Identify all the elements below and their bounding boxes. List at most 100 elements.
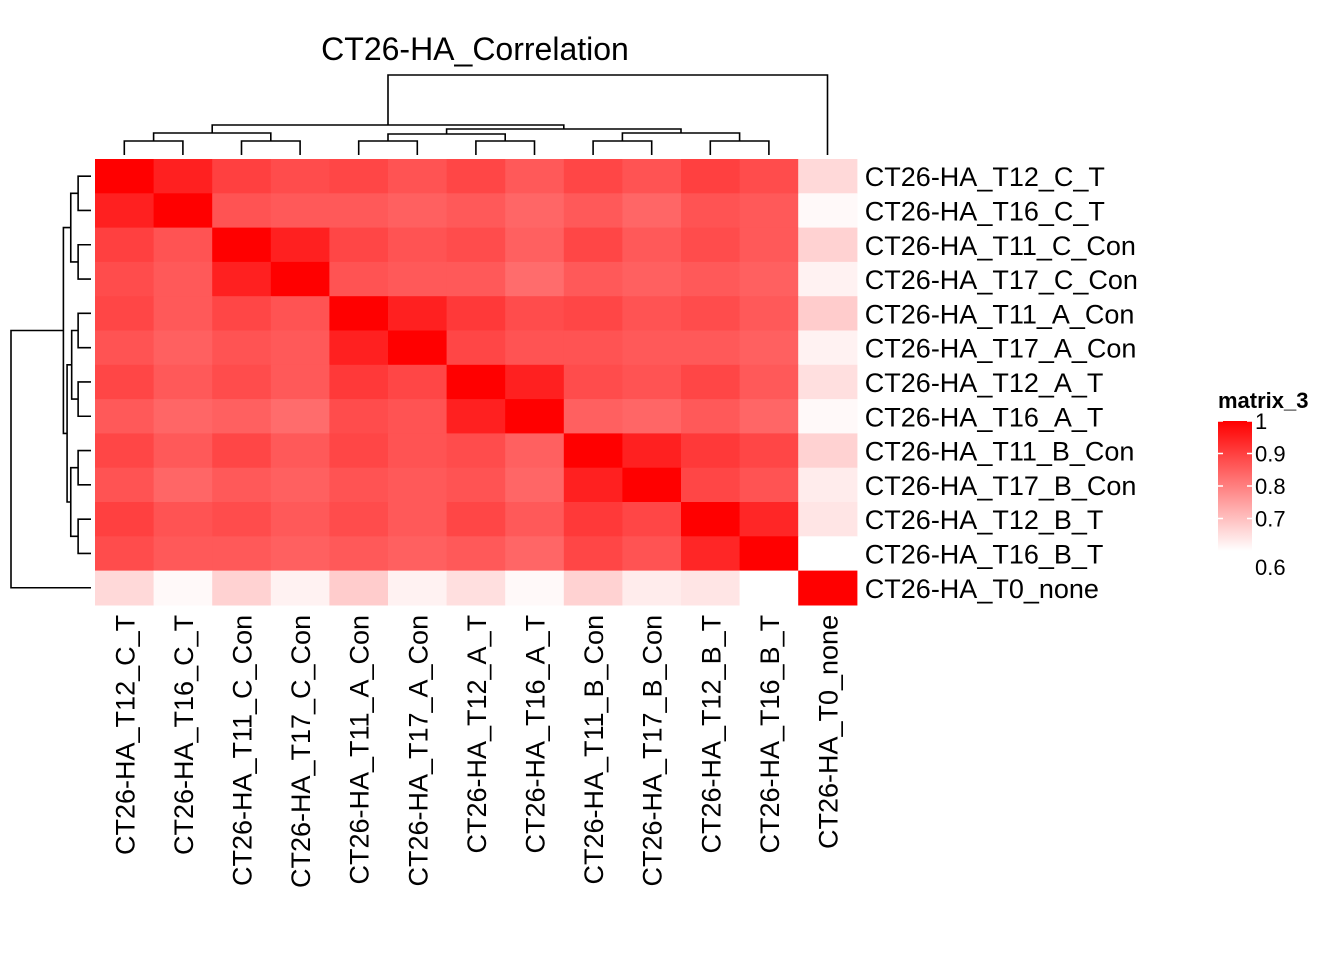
heatmap-cell bbox=[739, 193, 799, 229]
heatmap-cell bbox=[95, 159, 155, 194]
heatmap-cell bbox=[329, 502, 389, 537]
heatmap-cell bbox=[798, 261, 858, 297]
heatmap-cell bbox=[681, 193, 741, 229]
heatmap-cell bbox=[446, 193, 506, 229]
heatmap-cell bbox=[446, 296, 506, 332]
heatmap-cell bbox=[212, 570, 272, 606]
heatmap-cell bbox=[505, 399, 565, 434]
dendrogram-branch bbox=[240, 140, 301, 155]
heatmap-cell bbox=[446, 536, 506, 572]
heatmap-cell bbox=[212, 227, 272, 263]
heatmap-cell bbox=[681, 399, 741, 434]
heatmap-cell bbox=[563, 227, 623, 263]
dendrogram-branch bbox=[70, 329, 79, 400]
dendrogram-branch bbox=[77, 243, 91, 280]
heatmap-cell bbox=[505, 296, 565, 332]
heatmap-cell bbox=[622, 193, 682, 229]
heatmap-cell bbox=[622, 159, 682, 194]
heatmap-cell bbox=[505, 570, 565, 606]
heatmap-cell bbox=[446, 159, 506, 194]
column-label: CT26-HA_T16_C_T bbox=[169, 615, 199, 855]
heatmap-cell bbox=[446, 433, 506, 469]
heatmap-cell bbox=[388, 502, 448, 537]
heatmap-cell bbox=[388, 364, 448, 400]
legend-tick-label: 0.9 bbox=[1255, 442, 1286, 467]
heatmap-cell bbox=[681, 227, 741, 263]
heatmap-cell bbox=[388, 261, 448, 297]
heatmap-cell bbox=[505, 227, 565, 263]
heatmap-cell bbox=[153, 570, 213, 606]
heatmap-cell bbox=[681, 536, 741, 572]
row-label: CT26-HA_T16_C_T bbox=[865, 196, 1105, 226]
legend-tick-label: 0.8 bbox=[1255, 474, 1286, 499]
heatmap-cell bbox=[622, 364, 682, 400]
heatmap-cell bbox=[505, 502, 565, 537]
heatmap-cell bbox=[446, 330, 506, 366]
column-label: CT26-HA_T11_B_Con bbox=[579, 615, 609, 885]
heatmap-cell bbox=[563, 502, 623, 537]
heatmap-cell bbox=[153, 227, 213, 263]
heatmap-cell bbox=[739, 227, 799, 263]
heatmap-cell bbox=[739, 399, 799, 434]
heatmap-cell bbox=[95, 330, 155, 366]
heatmap-cell bbox=[622, 502, 682, 537]
heatmap-cell bbox=[329, 399, 389, 434]
heatmap-cell bbox=[505, 467, 565, 503]
heatmap-cell bbox=[212, 296, 272, 332]
legend-tick-label: 0.6 bbox=[1255, 555, 1286, 580]
heatmap-cell bbox=[563, 467, 623, 503]
heatmap-cell bbox=[270, 570, 330, 606]
row-dendrogram bbox=[10, 175, 91, 589]
heatmap-cell bbox=[563, 536, 623, 572]
heatmap-cell bbox=[622, 433, 682, 469]
heatmap-cell bbox=[739, 433, 799, 469]
column-label: CT26-HA_T17_B_Con bbox=[638, 615, 668, 887]
heatmap-cell bbox=[329, 433, 389, 469]
dendrogram-branch bbox=[621, 132, 741, 141]
dendrogram-branch bbox=[69, 466, 79, 538]
heatmap-cell bbox=[563, 261, 623, 297]
heatmap-cell bbox=[270, 296, 330, 332]
heatmap-cell bbox=[95, 570, 155, 606]
heatmap-cell bbox=[798, 467, 858, 503]
heatmap-cell bbox=[739, 159, 799, 194]
dendrogram-branch bbox=[69, 192, 79, 263]
column-label: CT26-HA_T11_C_Con bbox=[228, 615, 258, 886]
heatmap-cell bbox=[563, 399, 623, 434]
heatmap-cell bbox=[388, 296, 448, 332]
heatmap-cell bbox=[388, 330, 448, 366]
heatmap-cell bbox=[446, 399, 506, 434]
column-label: CT26-HA_T12_A_T bbox=[462, 615, 492, 854]
column-label: CT26-HA_T11_A_Con bbox=[345, 615, 375, 885]
row-label: CT26-HA_T12_C_T bbox=[865, 162, 1105, 192]
dendrogram-branch bbox=[77, 312, 91, 349]
heatmap-cell bbox=[798, 296, 858, 332]
heatmap-cell bbox=[212, 536, 272, 572]
heatmap-cell bbox=[95, 296, 155, 332]
dendrogram-branch bbox=[123, 140, 184, 155]
dendrogram-branch bbox=[387, 133, 506, 141]
dendrogram-branch bbox=[77, 381, 91, 418]
heatmap-cell bbox=[95, 433, 155, 469]
heatmap-cell bbox=[388, 159, 448, 194]
heatmap-cell bbox=[446, 261, 506, 297]
heatmap-cell bbox=[798, 330, 858, 366]
heatmap-cell bbox=[681, 364, 741, 400]
heatmap-cell bbox=[388, 193, 448, 229]
dendrogram-branch bbox=[77, 175, 91, 212]
heatmap-cell bbox=[739, 261, 799, 297]
heatmap-cell bbox=[270, 261, 330, 297]
column-label: CT26-HA_T16_B_T bbox=[755, 615, 785, 854]
row-label: CT26-HA_T11_C_Con bbox=[865, 231, 1136, 261]
heatmap-cell bbox=[681, 159, 741, 194]
heatmap-cell bbox=[329, 467, 389, 503]
column-label: CT26-HA_T12_B_T bbox=[696, 615, 726, 854]
heatmap-cell bbox=[329, 296, 389, 332]
legend-title: matrix_3 bbox=[1218, 388, 1309, 413]
heatmap-cell bbox=[446, 227, 506, 263]
heatmap-cell bbox=[329, 536, 389, 572]
heatmap-cell bbox=[388, 227, 448, 263]
row-label: CT26-HA_T16_B_T bbox=[865, 539, 1104, 569]
heatmap-cell bbox=[95, 536, 155, 572]
